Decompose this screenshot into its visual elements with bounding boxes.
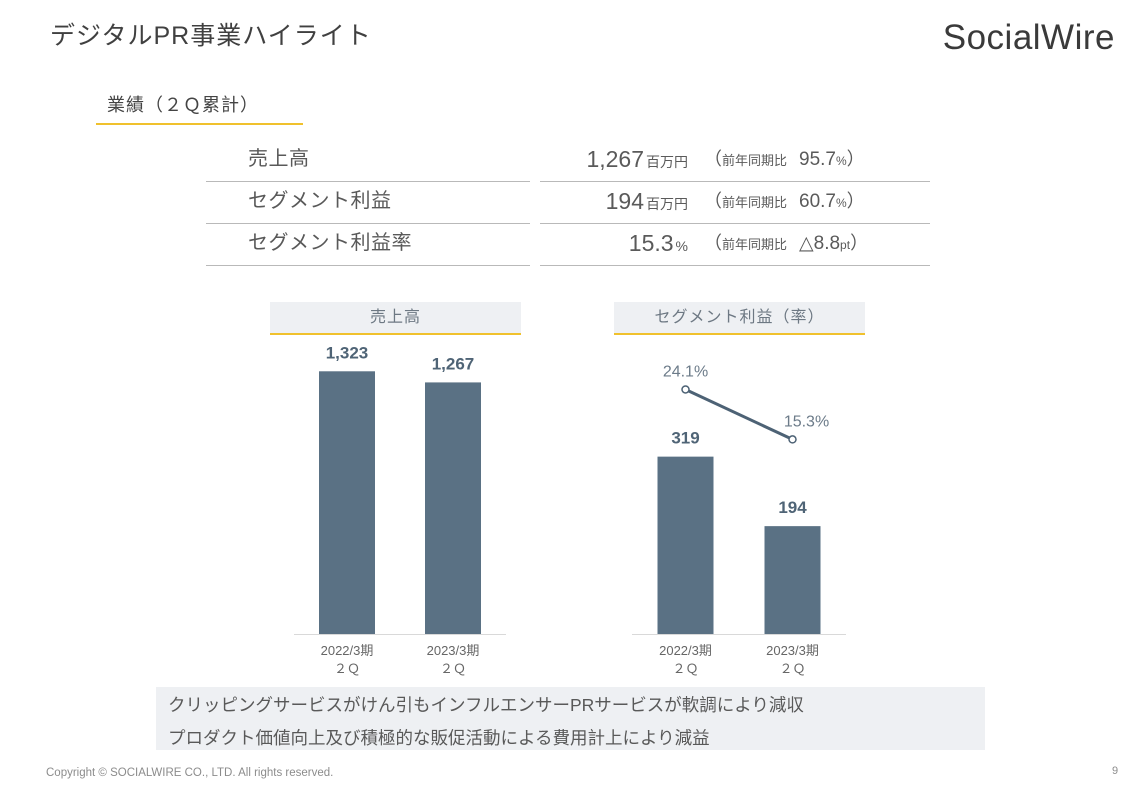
segment-profit-chart-x-tick-label-2-line-1: 2023/3期 [766, 643, 819, 658]
metric-label: セグメント利益 [248, 190, 392, 212]
metric-value-cell: 1,267 百万円 （前年同期比 95.7%） [540, 140, 930, 182]
yoy-value: 60.7 [799, 191, 836, 212]
section-heading: 業績（２Ｑ累計） [96, 89, 303, 125]
segment-profit-chart-x-tick-label-1-line-2: ２Ｑ [672, 661, 698, 676]
segment-profit-chart-line-value-label-2: 15.3% [784, 413, 829, 430]
revenue-chart-x-tick-label-2-line-2: ２Ｑ [440, 661, 466, 676]
revenue-chart-x-tick-label-1-line-2: ２Ｑ [334, 661, 360, 676]
metric-label-cell: 売上高 [206, 140, 530, 182]
section-heading-text: 業績（２Ｑ累計） [107, 95, 259, 115]
metric-row-segment-margin: セグメント利益率 15.3% （前年同期比 △8.8pt） [206, 224, 930, 266]
yoy-open-paren: （ [704, 149, 722, 169]
copyright-text: Copyright © SOCIALWIRE CO., LTD. All rig… [46, 767, 334, 779]
metric-label-cell: セグメント利益 [206, 182, 530, 224]
metric-row-revenue: 売上高 1,267 百万円 （前年同期比 95.7%） [206, 140, 930, 182]
revenue-chart-bar-value-label-1: 1,323 [326, 343, 369, 362]
yoy-label: 前年同期比 [722, 153, 788, 168]
segment-profit-chart-line-point-1 [681, 385, 690, 394]
metric-yoy: （前年同期比 60.7%） [704, 182, 865, 222]
segment-profit-chart-x-tick-label-1: 2022/3期 ２Ｑ [659, 643, 712, 676]
revenue-chart: 1,323 1,267 2022/3期 ２Ｑ 2023/3期 ２Ｑ [294, 343, 506, 676]
revenue-chart-x-tick-label-2-line-1: 2023/3期 [427, 643, 480, 658]
yoy-label: 前年同期比 [722, 237, 788, 252]
yoy-open-paren: （ [704, 191, 722, 211]
yoy-label: 前年同期比 [722, 195, 788, 210]
yoy-close-paren: ） [846, 191, 865, 211]
segment-profit-chart-bar-1 [657, 456, 714, 634]
segment-profit-chart-bar-2 [764, 526, 821, 634]
revenue-chart-bar-value-label-2: 1,267 [432, 354, 475, 373]
segment-profit-chart-x-tick-label-2-line-2: ２Ｑ [779, 661, 805, 676]
yoy-value: 95.7 [799, 149, 836, 170]
yoy-unit: % [836, 196, 847, 210]
metric-row-segment-profit: セグメント利益 194 百万円 （前年同期比 60.7%） [206, 182, 930, 224]
yoy-unit: pt [840, 238, 851, 252]
segment-profit-chart-line [684, 388, 794, 441]
segment-profit-chart: 319 194 24.1% 15.3% 2022/3期 ２Ｑ 2023/3期 ２Ｑ [632, 363, 846, 676]
metric-value-cell: 194 百万円 （前年同期比 60.7%） [540, 182, 930, 224]
note-line-2: プロダクト価値向上及び積極的な販促活動による費用計上により減益 [168, 728, 710, 748]
metric-value: 194 百万円 [540, 182, 688, 224]
segment-profit-chart-title: セグメント利益（率） [614, 302, 865, 335]
yoy-close-paren: ） [850, 233, 869, 253]
yoy-value: △8.8 [799, 233, 841, 254]
revenue-chart-x-tick-label-1: 2022/3期 ２Ｑ [321, 643, 374, 676]
metric-yoy: （前年同期比 △8.8pt） [704, 224, 868, 264]
metric-value-number: 1,267 [586, 146, 644, 172]
metric-value-number: 15.3 [628, 230, 674, 256]
notes-panel: クリッピングサービスがけん引もインフルエンサーPRサービスが軟調により減収 プロ… [156, 687, 985, 750]
revenue-chart-x-tick-label-1-line-1: 2022/3期 [321, 643, 374, 658]
yoy-close-paren: ） [846, 149, 865, 169]
company-logo: SocialWire [942, 18, 1115, 57]
segment-profit-chart-x-tick-label-1-line-1: 2022/3期 [659, 643, 712, 658]
revenue-chart-bar-1 [319, 371, 375, 634]
metric-label: 売上高 [248, 148, 310, 170]
yoy-open-paren: （ [704, 233, 722, 253]
segment-profit-chart-line-value-label-1: 24.1% [663, 363, 708, 380]
revenue-chart-title: 売上高 [270, 302, 521, 335]
metric-label: セグメント利益率 [248, 232, 412, 254]
metric-label-cell: セグメント利益率 [206, 224, 530, 266]
revenue-chart-bar-2 [425, 382, 481, 634]
metric-value-unit: % [675, 238, 688, 254]
slide-title: デジタルPR事業ハイライト [50, 22, 372, 50]
segment-profit-chart-x-tick-label-2: 2023/3期 ２Ｑ [766, 643, 819, 676]
metric-value-cell: 15.3% （前年同期比 △8.8pt） [540, 224, 930, 266]
metric-value-unit: 百万円 [646, 154, 688, 170]
revenue-chart-x-tick-label-2: 2023/3期 ２Ｑ [427, 643, 480, 676]
yoy-unit: % [836, 154, 847, 168]
metric-value: 1,267 百万円 [540, 140, 688, 182]
metric-yoy: （前年同期比 95.7%） [704, 140, 865, 180]
segment-profit-chart-bar-value-label-2: 194 [778, 498, 807, 517]
metric-value-unit: 百万円 [646, 196, 688, 212]
segment-profit-chart-bar-value-label-1: 319 [671, 429, 699, 448]
segment-profit-chart-line-point-2 [788, 435, 797, 444]
page-number: 9 [1112, 765, 1119, 777]
note-line-1: クリッピングサービスがけん引もインフルエンサーPRサービスが軟調により減収 [168, 695, 804, 715]
metric-value-number: 194 [605, 188, 644, 214]
metric-value: 15.3% [540, 224, 688, 266]
